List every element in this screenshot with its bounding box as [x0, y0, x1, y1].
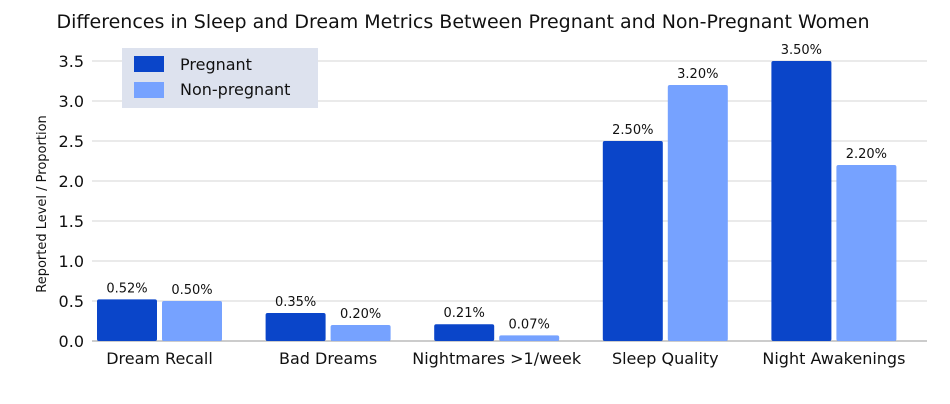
y-tick-label: 3.5 — [59, 52, 84, 71]
bar-pregnant — [602, 141, 663, 341]
legend-label-non-pregnant: Non-pregnant — [180, 80, 290, 99]
category-label: Sleep Quality — [612, 349, 719, 368]
bar-non-pregnant — [836, 165, 897, 341]
legend: Pregnant Non-pregnant — [122, 48, 318, 108]
category-label: Nightmares >1/week — [412, 349, 582, 368]
data-label: 0.07% — [509, 317, 550, 332]
data-label: 0.21% — [444, 306, 485, 321]
y-axis-label: Reported Level / Proportion — [35, 115, 50, 293]
chart-title: Differences in Sleep and Dream Metrics B… — [57, 11, 870, 33]
x-axis-categories: Dream Recall Bad Dreams Nightmares >1/week… — [106, 349, 905, 368]
bar-pregnant — [434, 324, 495, 341]
bar-non-pregnant — [330, 325, 391, 341]
legend-swatch-non-pregnant — [134, 82, 164, 98]
bar-pregnant — [97, 299, 157, 341]
bar-pregnant — [265, 313, 326, 341]
data-label: 3.20% — [677, 67, 718, 82]
y-tick-label: 2.5 — [59, 132, 84, 151]
y-tick-label: 0.0 — [59, 332, 84, 351]
category-label: Bad Dreams — [279, 349, 377, 368]
bars — [97, 61, 897, 341]
legend-label-pregnant: Pregnant — [180, 55, 252, 74]
bar-non-pregnant — [499, 335, 560, 341]
legend-swatch-pregnant — [134, 56, 164, 72]
y-tick-label: 2.0 — [59, 172, 84, 191]
data-label: 0.50% — [171, 283, 212, 298]
data-label: 0.52% — [106, 281, 147, 296]
bar-non-pregnant — [162, 301, 222, 341]
data-label: 2.20% — [846, 147, 887, 162]
y-tick-label: 3.0 — [59, 92, 84, 111]
data-label: 3.50% — [781, 43, 822, 58]
y-tick-label: 1.0 — [59, 252, 84, 271]
y-tick-label: 1.5 — [59, 212, 84, 231]
data-label: 0.35% — [275, 295, 316, 310]
data-label: 0.20% — [340, 307, 381, 322]
bar-pregnant — [771, 61, 832, 341]
y-tick-label: 0.5 — [59, 292, 84, 311]
category-label: Dream Recall — [106, 349, 213, 368]
y-axis-ticks: 0.0 0.5 1.0 1.5 2.0 2.5 3.0 3.5 — [59, 52, 84, 351]
category-label: Night Awakenings — [762, 349, 905, 368]
bar-non-pregnant — [667, 85, 728, 341]
data-label: 2.50% — [612, 123, 653, 138]
data-labels: 0.52% 0.50% 0.35% 0.20% 0.21% 0.07% 2.50% 3.20%… — [106, 43, 887, 332]
